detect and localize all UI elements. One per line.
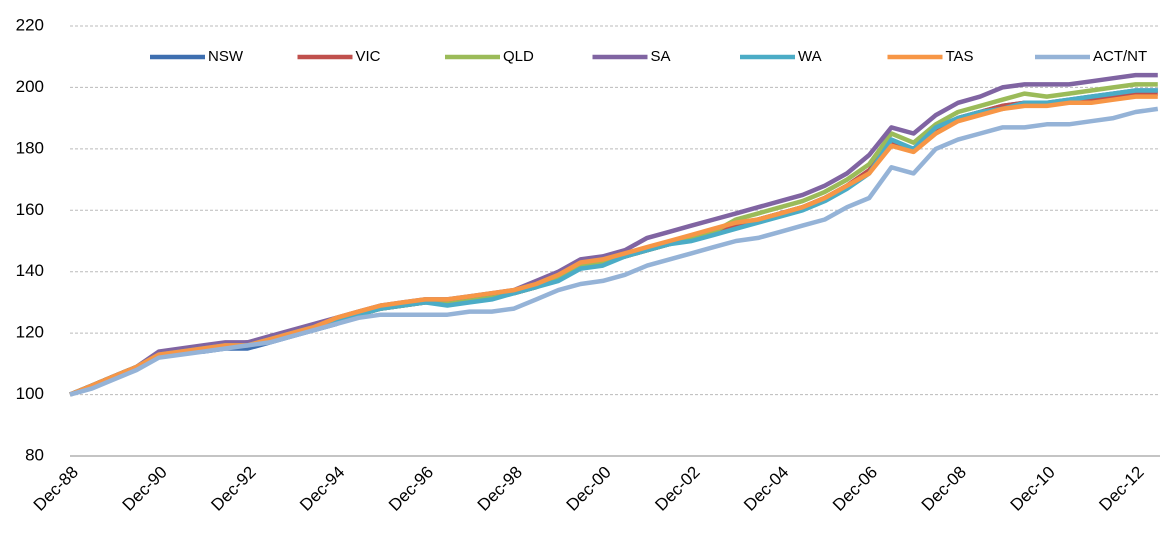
- legend-label: WA: [798, 48, 822, 65]
- x-tick-label: Dec-02: [651, 463, 703, 515]
- x-tick-label: Dec-94: [296, 463, 348, 515]
- legend-label: VIC: [356, 48, 381, 65]
- y-tick-label: 120: [16, 323, 44, 342]
- legend-label: ACT/NT: [1093, 48, 1147, 65]
- legend-label: TAS: [946, 48, 974, 65]
- y-tick-label: 160: [16, 200, 44, 219]
- y-tick-label: 200: [16, 77, 44, 96]
- x-tick-label: Dec-08: [918, 463, 970, 515]
- x-tick-label: Dec-88: [30, 463, 82, 515]
- y-tick-label: 80: [25, 445, 44, 464]
- series-line: [69, 72, 1158, 397]
- x-tick-label: Dec-12: [1095, 463, 1147, 515]
- x-tick-label: Dec-90: [119, 463, 171, 515]
- y-tick-label: 180: [16, 138, 44, 157]
- x-tick-label: Dec-92: [207, 463, 259, 515]
- y-tick-label: 140: [16, 261, 44, 280]
- legend-label: SA: [651, 48, 671, 65]
- y-tick-label: 220: [16, 15, 44, 34]
- legend-label: NSW: [208, 48, 244, 65]
- y-tick-label: 100: [16, 384, 44, 403]
- legend: NSW VIC QLD SA WA TAS ACT/NT: [150, 48, 1147, 65]
- x-tick-label: Dec-98: [474, 463, 526, 515]
- x-tick-label: Dec-96: [385, 463, 437, 515]
- x-tick-label: Dec-04: [740, 463, 792, 515]
- series-line: [69, 106, 1159, 397]
- x-tick-label: Dec-06: [829, 463, 881, 515]
- x-tick-label: Dec-10: [1007, 463, 1059, 515]
- x-tick-label: Dec-00: [563, 463, 615, 515]
- legend-label: QLD: [503, 48, 534, 65]
